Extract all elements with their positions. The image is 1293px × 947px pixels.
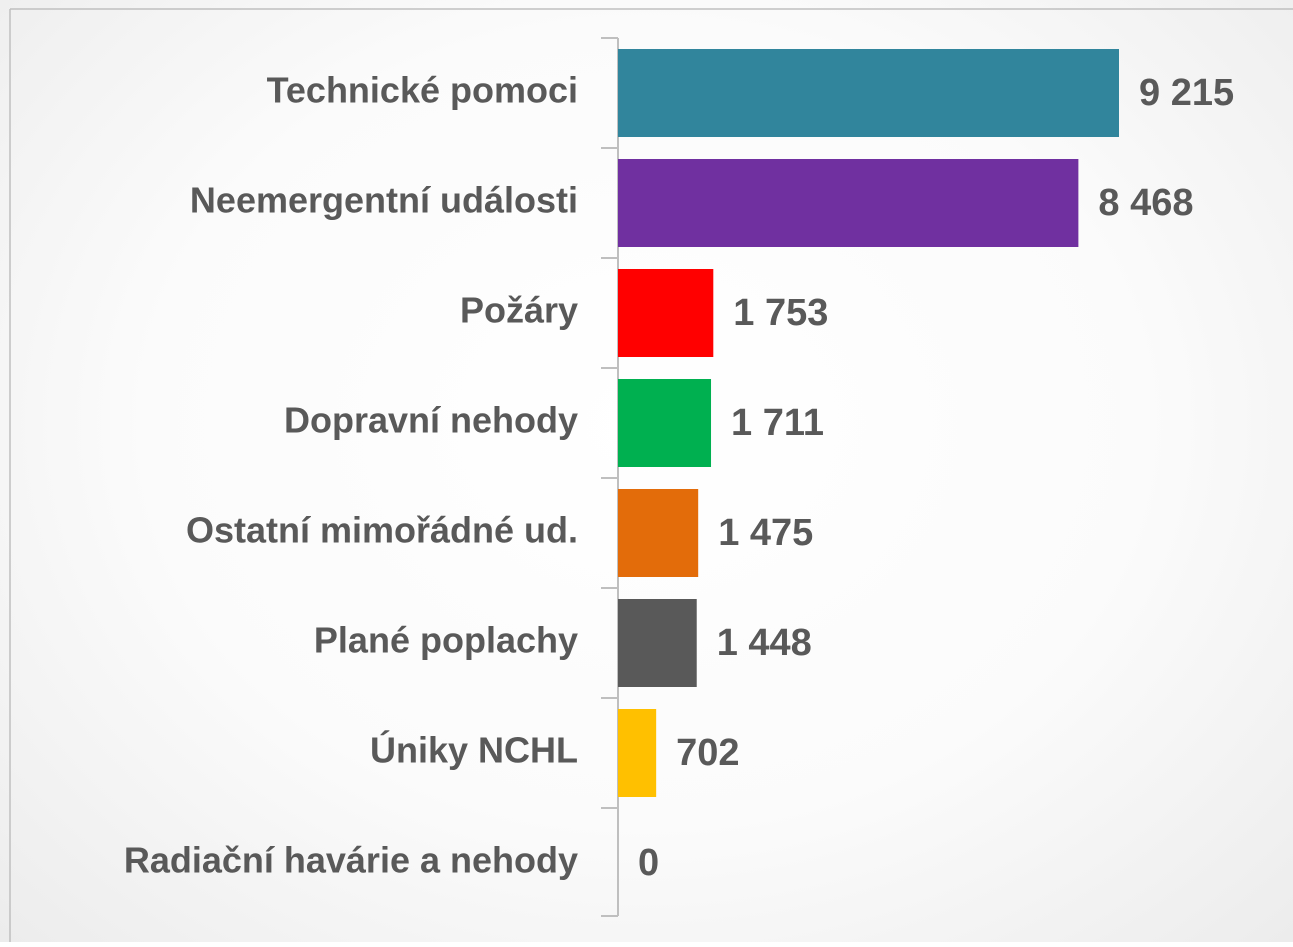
category-label: Požáry <box>460 290 578 331</box>
value-label: 9 215 <box>1139 72 1234 114</box>
category-label: Plané poplachy <box>314 620 578 661</box>
category-label: Technické pomoci <box>267 70 578 111</box>
bar <box>618 489 699 577</box>
category-label: Neemergentní události <box>190 180 578 221</box>
value-label: 0 <box>638 842 659 884</box>
value-label: 1 711 <box>731 402 824 444</box>
category-label: Dopravní nehody <box>284 400 578 441</box>
category-label: Úniky NCHL <box>370 729 578 771</box>
category-label: Ostatní mimořádné ud. <box>186 510 578 551</box>
value-label: 1 475 <box>718 512 813 554</box>
bar <box>618 599 697 687</box>
category-label: Radiační havárie a nehody <box>124 840 578 881</box>
bar <box>618 709 657 797</box>
bar <box>618 269 714 357</box>
value-label: 8 468 <box>1098 182 1193 224</box>
value-label: 1 448 <box>717 622 812 664</box>
bar <box>618 379 712 467</box>
bar <box>618 49 1119 137</box>
value-label: 702 <box>676 732 739 774</box>
bar <box>618 159 1079 247</box>
value-label: 1 753 <box>733 292 828 334</box>
